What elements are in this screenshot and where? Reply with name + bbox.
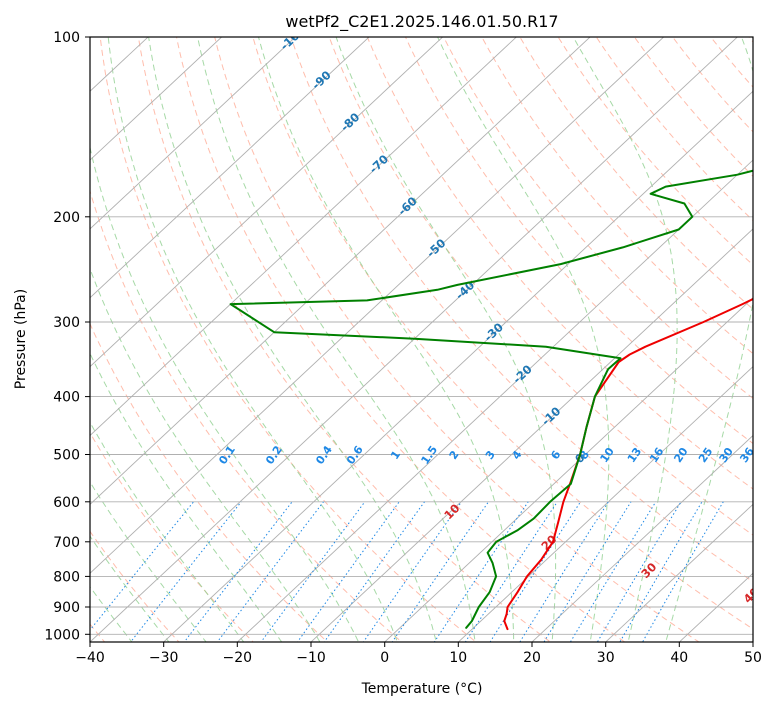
y-axis-label: Pressure (hPa): [13, 289, 29, 389]
mixing-ratio-line: [519, 501, 609, 642]
x-tick-label: 30: [597, 650, 615, 666]
x-tick-label: −10: [296, 650, 326, 666]
y-tick-label: 100: [53, 30, 80, 46]
y-tick-label: 500: [53, 448, 80, 464]
mixing-ratio-line: [323, 501, 425, 642]
dry-adiabat: [90, 431, 254, 642]
x-tick-label: −20: [223, 650, 253, 666]
isotherms: [90, 37, 753, 642]
profile-series: [229, 169, 753, 631]
mixing-ratio-lines: [90, 501, 724, 642]
isotherm: [90, 37, 739, 642]
x-tick-label: 10: [449, 650, 467, 666]
y-tick-label: 200: [53, 210, 80, 226]
mixing-ratio-line: [183, 501, 293, 642]
mixing-ratio-line: [489, 501, 581, 642]
isotherm: [457, 366, 753, 642]
y-tick-label: 800: [53, 569, 80, 585]
plot-area: 0.1 0.2 0.4 0.6 1 1.5 2 3 4 6 8 10 13 16 20 25 30 36-100-…: [90, 37, 753, 642]
temperature-line: [503, 297, 753, 631]
x-tick-label: 0: [380, 650, 389, 666]
mixing-ratio-line: [569, 501, 657, 642]
mixing-ratio-line: [362, 501, 462, 642]
isotherm: [90, 37, 518, 437]
isotherm: [90, 37, 370, 299]
isotherm: [90, 37, 297, 230]
dry-adiabat: [252, 37, 753, 630]
dry-adiabats: [90, 37, 753, 642]
x-tick-label: 20: [523, 650, 541, 666]
dry-adiabat: [90, 189, 403, 642]
dry-adiabat: [175, 37, 626, 642]
isotherm: [310, 228, 753, 642]
dry-adiabat: [328, 37, 753, 536]
y-tick-label: 600: [53, 495, 80, 511]
y-tick-label: 1000: [44, 627, 80, 643]
moist-adiabat: [258, 37, 515, 642]
isotherm: [90, 37, 444, 368]
x-tick-label: 50: [744, 650, 762, 666]
moist-adiabat: [107, 37, 398, 642]
mixing-ratio-line: [543, 501, 632, 642]
mixing-ratio-line: [464, 501, 558, 642]
isotherm: [90, 37, 591, 505]
isotherm: [605, 503, 753, 642]
isotherm: [163, 90, 753, 642]
x-axis-label: Temperature (°C): [361, 681, 483, 697]
dry-adiabat: [99, 37, 477, 642]
x-tick-label: 40: [670, 650, 688, 666]
moist-adiabat: [90, 145, 360, 642]
mixing-ratio-line: [596, 501, 682, 642]
moist-adiabat: [335, 37, 557, 642]
dry-adiabat: [290, 37, 753, 583]
moist-adiabat: [90, 585, 133, 642]
moist-adiabat: [90, 535, 170, 642]
plot-frame: [89, 36, 754, 643]
isotherm: [90, 37, 223, 161]
dry-adiabat: [137, 37, 552, 642]
isobars: [90, 37, 753, 635]
dewpoint-line: [229, 169, 753, 629]
isotherm: [236, 159, 753, 642]
isotherm: [384, 297, 753, 642]
isotherm: [90, 37, 665, 574]
moist-adiabat: [437, 37, 610, 642]
mixing-ratio-line: [642, 501, 724, 642]
dry-adiabat: [214, 37, 700, 642]
mixing-ratio-line: [296, 501, 400, 642]
y-tick-label: 400: [53, 390, 80, 406]
isotherm: [531, 434, 753, 642]
mixing-ratio-line: [260, 501, 366, 642]
mixing-ratio-line: [391, 501, 489, 642]
y-tick-label: 900: [53, 600, 80, 616]
mixing-ratio-line: [129, 501, 242, 642]
chart-title: wetPf2_C2E1.2025.146.01.50.R17: [285, 12, 558, 32]
y-tick-label: 300: [53, 315, 80, 331]
x-tick-label: −30: [149, 650, 179, 666]
mixing-ratio-line: [619, 501, 703, 642]
y-tick-label: 700: [53, 535, 80, 551]
x-tick-label: −40: [75, 650, 105, 666]
dry-adiabat: [90, 322, 329, 642]
axes: −40 −30 −20 −10 0 10 20 30 40 50 1000 900 800 700 600 5…: [44, 30, 762, 666]
dry-adiabat: [519, 37, 753, 310]
mixing-ratio-line: [433, 501, 529, 642]
